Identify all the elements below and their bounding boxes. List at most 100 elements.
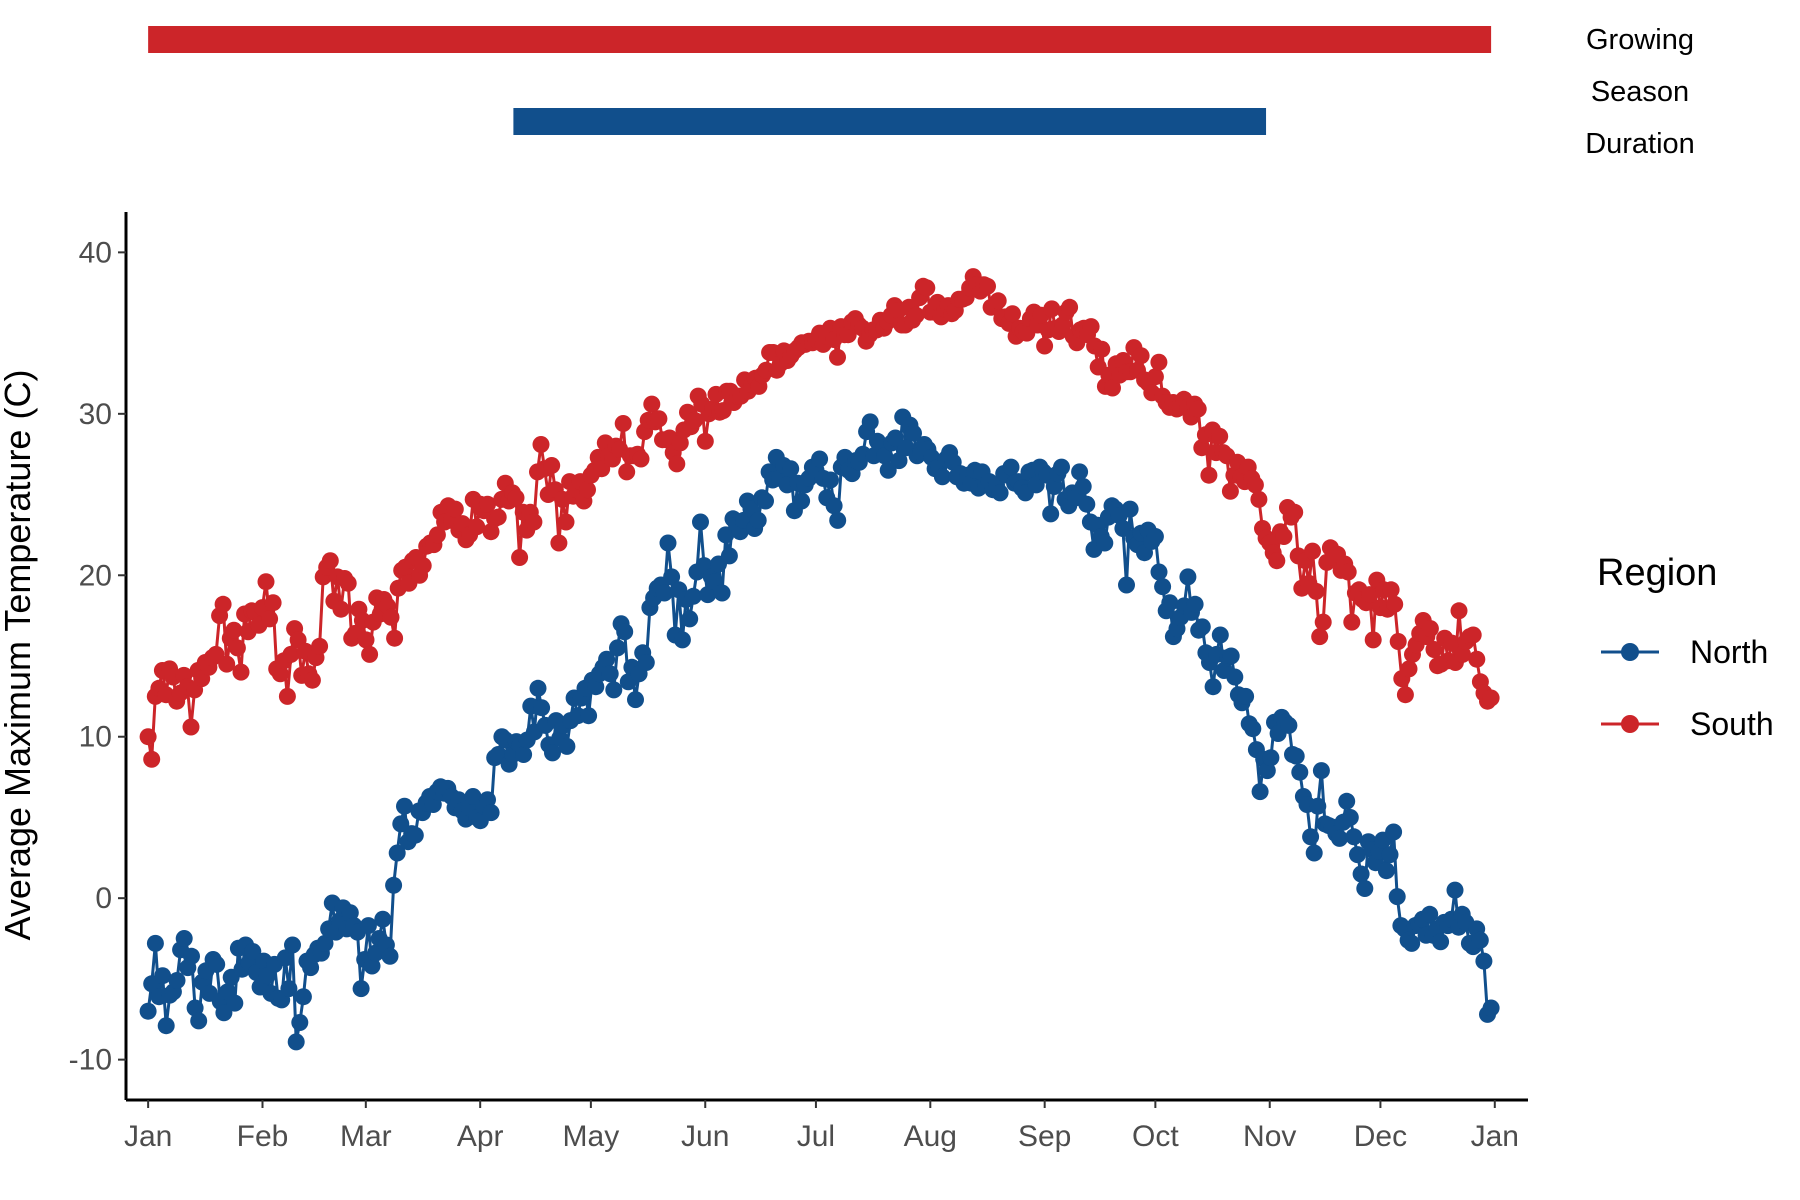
x-tick-label: Aug — [904, 1120, 957, 1153]
y-tick-label: 10 — [79, 721, 112, 754]
data-point — [558, 737, 576, 755]
data-point — [183, 947, 200, 965]
x-tick-label: Nov — [1243, 1120, 1296, 1153]
x-tick-label: Jan — [1471, 1120, 1519, 1153]
data-point — [1482, 689, 1500, 707]
data-point — [1464, 626, 1482, 644]
data-point — [175, 930, 193, 947]
data-point — [907, 306, 925, 324]
data-point — [479, 495, 496, 513]
series-north — [139, 408, 1500, 1051]
data-point — [1053, 458, 1070, 476]
data-point — [1268, 552, 1286, 570]
y-tick-label: 20 — [79, 559, 112, 592]
data-point — [663, 568, 681, 586]
data-point — [1104, 379, 1121, 397]
data-point — [464, 788, 482, 805]
data-point — [598, 650, 616, 668]
data-point — [332, 600, 350, 618]
data-point — [1179, 568, 1197, 586]
data-point — [264, 594, 282, 612]
data-point — [550, 534, 568, 552]
data-point — [699, 586, 717, 604]
data-point — [1381, 846, 1399, 864]
data-point — [385, 876, 403, 894]
data-point — [232, 663, 250, 681]
data-point — [681, 610, 699, 628]
data-point — [182, 718, 200, 736]
data-point — [696, 432, 714, 450]
data-point — [1275, 528, 1293, 545]
data-point — [363, 957, 381, 975]
data-point — [1004, 305, 1021, 323]
data-point — [614, 415, 632, 432]
data-point — [1339, 563, 1357, 581]
data-point — [1222, 647, 1240, 665]
data-point — [282, 645, 300, 663]
data-point — [382, 608, 400, 626]
data-point — [793, 492, 811, 510]
data-point — [1150, 563, 1168, 581]
data-point — [214, 595, 232, 613]
data-point — [829, 348, 846, 366]
data-point — [1468, 650, 1486, 668]
data-point — [1226, 668, 1244, 686]
x-tick-label: Apr — [457, 1120, 504, 1153]
data-point — [1211, 626, 1229, 644]
x-tick-label: Sep — [1018, 1120, 1071, 1153]
data-point — [650, 410, 668, 428]
data-point — [529, 679, 547, 697]
data-point — [139, 1002, 157, 1020]
data-point — [146, 934, 164, 952]
data-point — [757, 492, 774, 510]
data-point — [1280, 716, 1298, 734]
plot-panel — [139, 268, 1500, 1051]
legend: Region North South — [1597, 552, 1774, 742]
x-tick-label: Oct — [1132, 1120, 1179, 1153]
legend-title: Region — [1597, 552, 1717, 594]
data-point — [659, 534, 677, 552]
data-point — [713, 584, 731, 602]
data-point — [1400, 660, 1418, 678]
data-point — [1204, 678, 1222, 696]
data-point — [143, 750, 161, 768]
data-point — [1314, 613, 1332, 631]
data-point — [532, 436, 550, 453]
data-point — [1377, 862, 1395, 880]
data-point — [261, 610, 279, 628]
data-point — [226, 994, 244, 1012]
data-point — [1385, 823, 1403, 841]
data-point — [157, 1017, 175, 1035]
data-point — [825, 497, 843, 515]
data-point — [352, 980, 370, 998]
data-point — [1396, 686, 1414, 704]
data-point — [1382, 581, 1400, 599]
y-tick-label: 0 — [95, 882, 112, 915]
data-point — [1302, 828, 1320, 846]
data-point — [1250, 490, 1268, 508]
data-point — [311, 637, 329, 655]
data-point — [1421, 905, 1439, 923]
data-point — [533, 699, 551, 717]
data-point — [414, 557, 432, 575]
data-point — [1421, 620, 1439, 638]
data-point — [879, 461, 897, 479]
data-point — [482, 804, 500, 822]
data-point — [168, 972, 186, 989]
data-point — [692, 513, 709, 531]
data-point — [605, 681, 623, 699]
data-point — [1045, 478, 1063, 495]
data-point — [507, 489, 525, 507]
data-point — [933, 468, 951, 486]
x-tick-label: Feb — [237, 1120, 289, 1153]
data-point — [671, 434, 689, 452]
data-point — [479, 791, 496, 809]
data-point — [1262, 749, 1280, 767]
data-point — [1061, 298, 1079, 316]
data-point — [1082, 318, 1100, 336]
legend-label: South — [1690, 706, 1774, 742]
data-point — [1425, 641, 1443, 658]
data-point — [1403, 934, 1421, 952]
data-point — [1071, 463, 1089, 481]
data-point — [886, 429, 904, 447]
